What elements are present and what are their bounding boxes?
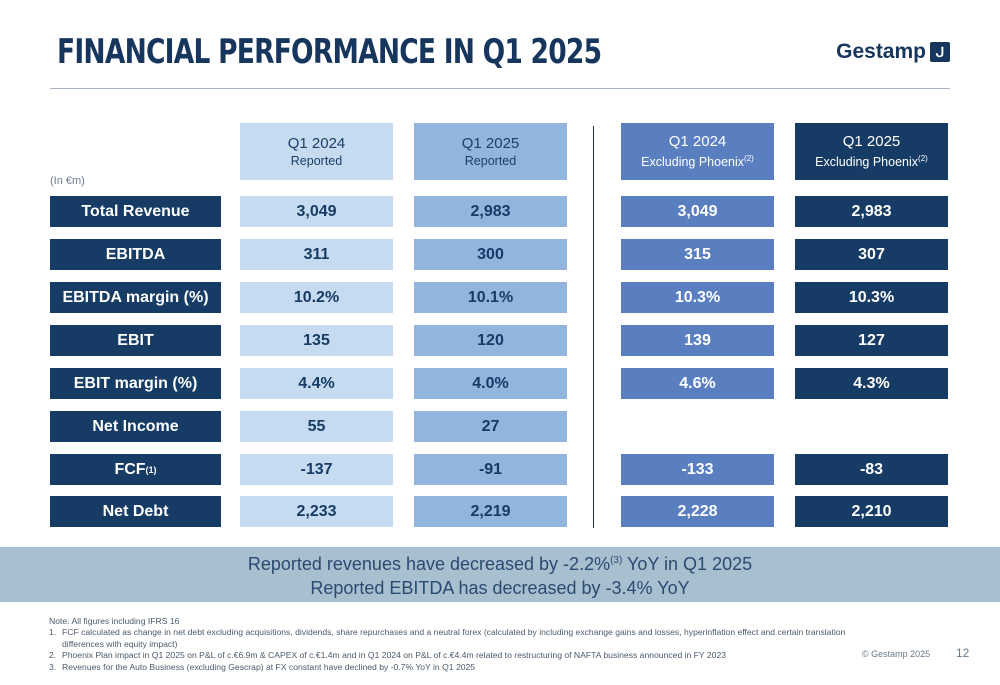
footnote-ref: (1) [145,464,157,475]
cell-ebit-margin-q1-2025-excl: 4.3% [795,368,948,399]
gestamp-hook-icon: ᒍ [930,42,950,62]
cell-ebit-margin-q1-2024-excl: 4.6% [621,368,774,399]
row-label-net-income: Net Income [50,411,221,442]
cell-ebit-q1-2025-excl: 127 [795,325,948,356]
cell-fcf-q1-2024-reported: -137 [240,454,393,485]
column-header-period: Q1 2025 [461,135,520,152]
logo-text: Gestamp [836,40,926,63]
cell-total-revenue-q1-2024-reported: 3,049 [240,196,393,227]
column-header-period: Q1 2025 [842,133,901,151]
footnote-ref: (2) [744,154,754,164]
cell-ebitda-margin-q1-2025-excl: 10.3% [795,282,948,313]
title-divider [50,88,950,89]
cell-net-debt-q1-2024-excl: 2,228 [621,496,774,527]
cell-net-income-q1-2025-reported: 27 [414,411,567,442]
footnote-ref: (2) [918,154,928,164]
column-header-basis: Reported [290,154,343,168]
cell-total-revenue-q1-2024-excl: 3,049 [621,196,774,227]
cell-total-revenue-q1-2025-reported: 2,983 [414,196,567,227]
column-header-period: Q1 2024 [668,133,727,151]
column-header-q1-2025-reported: Q1 2025 Reported [414,123,567,180]
cell-ebit-q1-2024-reported: 135 [240,325,393,356]
cell-ebitda-margin-q1-2024-reported: 10.2% [240,282,393,313]
cell-net-debt-q1-2024-reported: 2,233 [240,496,393,527]
banner-line-revenue: Reported revenues have decreased by -2.2… [247,554,753,574]
page-title: FINANCIAL PERFORMANCE IN Q1 2025 [57,32,602,72]
cell-net-debt-q1-2025-reported: 2,219 [414,496,567,527]
highlight-banner: Reported revenues have decreased by -2.2… [0,547,1000,602]
row-label-ebitda: EBITDA [50,239,221,270]
column-header-basis: Reported [464,154,517,168]
row-label-ebitda-margin: EBITDA margin (%) [50,282,221,313]
row-label-ebit: EBIT [50,325,221,356]
row-label-fcf: FCF (1) [50,454,221,485]
cell-ebit-margin-q1-2025-reported: 4.0% [414,368,567,399]
cell-ebitda-q1-2024-excl: 315 [621,239,774,270]
footnote-item: 3. Revenues for the Auto Business (exclud… [49,661,476,672]
row-label-net-debt: Net Debt [50,496,221,527]
row-label-ebit-margin: EBIT margin (%) [50,368,221,399]
cell-ebitda-margin-q1-2024-excl: 10.3% [621,282,774,313]
unit-label: (In €m) [50,175,85,187]
column-header-period: Q1 2024 [287,135,346,152]
footnote-item: 2. Phoenix Plan impact in Q1 2025 on P&L … [49,650,727,661]
cell-fcf-q1-2025-excl: -83 [795,454,948,485]
cell-net-income-q1-2024-reported: 55 [240,411,393,442]
cell-ebit-q1-2024-excl: 139 [621,325,774,356]
banner-line-ebitda: Reported EBITDA has decreased by -3.4% Y… [310,578,690,598]
copyright: © Gestamp 2025 [862,649,931,659]
column-header-q1-2024-reported: Q1 2024 Reported [240,123,393,180]
cell-ebitda-q1-2025-reported: 300 [414,239,567,270]
cell-ebit-margin-q1-2024-reported: 4.4% [240,368,393,399]
column-header-q1-2024-excl-phoenix: Q1 2024 Excluding Phoenix(2) [621,123,774,180]
page-number: 12 [956,646,970,660]
cell-fcf-q1-2024-excl: -133 [621,454,774,485]
footnote-ref: (3) [610,555,623,566]
cell-total-revenue-q1-2025-excl: 2,983 [795,196,948,227]
cell-ebit-q1-2025-reported: 120 [414,325,567,356]
footnote-intro: Note: All figures including IFRS 16 [49,616,180,626]
cell-ebitda-q1-2025-excl: 307 [795,239,948,270]
column-group-divider [593,126,594,528]
footnote-item: 1. FCF calculated as change in net debt e… [49,627,846,649]
footnotes: Note: All figures including IFRS 16 1. FC… [49,616,849,673]
row-label-total-revenue: Total Revenue [50,196,221,227]
cell-net-debt-q1-2025-excl: 2,210 [795,496,948,527]
gestamp-logo: Gestamp ᒍ [836,40,950,64]
cell-fcf-q1-2025-reported: -91 [414,454,567,485]
column-header-q1-2025-excl-phoenix: Q1 2025 Excluding Phoenix(2) [795,123,948,180]
cell-ebitda-margin-q1-2025-reported: 10.1% [414,282,567,313]
cell-ebitda-q1-2024-reported: 311 [240,239,393,270]
column-header-basis: Excluding Phoenix [641,155,745,170]
column-header-basis: Excluding Phoenix [815,155,919,170]
